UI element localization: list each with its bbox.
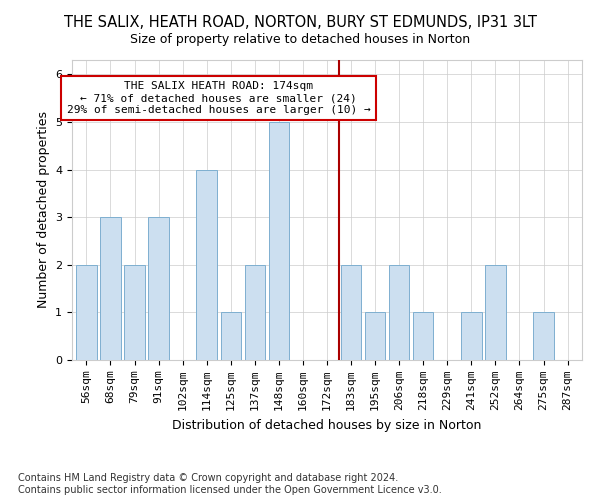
Bar [221,312,241,360]
Bar [100,217,121,360]
Bar [76,265,97,360]
Bar [389,265,409,360]
Text: Size of property relative to detached houses in Norton: Size of property relative to detached ho… [130,32,470,46]
Text: THE SALIX HEATH ROAD: 174sqm
← 71% of detached houses are smaller (24)
29% of se: THE SALIX HEATH ROAD: 174sqm ← 71% of de… [67,82,371,114]
Bar [341,265,361,360]
Text: Contains HM Land Registry data © Crown copyright and database right 2024.
Contai: Contains HM Land Registry data © Crown c… [18,474,442,495]
Bar [196,170,217,360]
Bar [485,265,506,360]
X-axis label: Distribution of detached houses by size in Norton: Distribution of detached houses by size … [172,418,482,432]
Bar [245,265,265,360]
Y-axis label: Number of detached properties: Number of detached properties [37,112,50,308]
Text: THE SALIX, HEATH ROAD, NORTON, BURY ST EDMUNDS, IP31 3LT: THE SALIX, HEATH ROAD, NORTON, BURY ST E… [64,15,536,30]
Bar [269,122,289,360]
Bar [461,312,482,360]
Bar [413,312,433,360]
Bar [124,265,145,360]
Bar [148,217,169,360]
Bar [365,312,385,360]
Bar [533,312,554,360]
